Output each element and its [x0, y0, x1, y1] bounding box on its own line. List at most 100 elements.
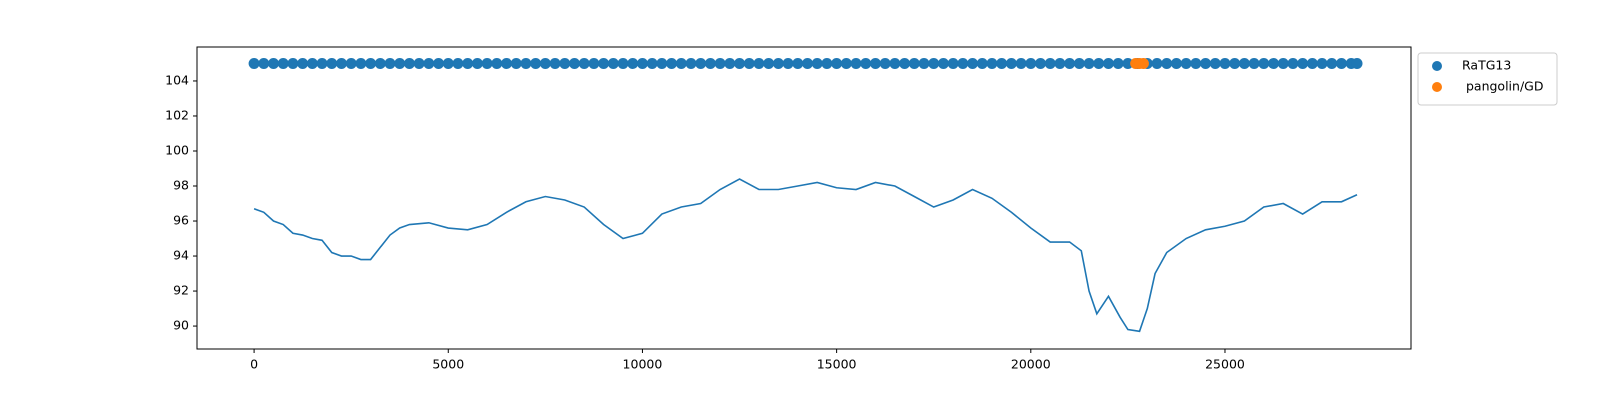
point [947, 57, 959, 69]
legend-label: pangolin/GD [1462, 79, 1543, 94]
y-tick-label: 102 [165, 107, 189, 122]
point [782, 57, 794, 69]
point [287, 57, 299, 69]
point [326, 57, 338, 69]
point [1326, 57, 1338, 69]
point [316, 57, 328, 69]
point [1277, 57, 1289, 69]
point [1035, 57, 1047, 69]
point [306, 57, 318, 69]
point [568, 57, 580, 69]
point [384, 57, 396, 69]
point [578, 57, 590, 69]
point [879, 57, 891, 69]
point [452, 57, 464, 69]
point [636, 57, 648, 69]
point [1064, 57, 1076, 69]
point [1073, 57, 1085, 69]
point [908, 57, 920, 69]
x-tick-label: 25000 [1205, 357, 1245, 372]
point [1137, 57, 1149, 69]
point [345, 57, 357, 69]
point [607, 57, 619, 69]
point [850, 57, 862, 69]
point [549, 57, 561, 69]
point [928, 57, 940, 69]
point [753, 57, 765, 69]
x-tick-label: 0 [250, 357, 258, 372]
point [530, 57, 542, 69]
point [588, 57, 600, 69]
point [481, 57, 493, 69]
y-tick-label: 96 [173, 213, 189, 228]
point [413, 57, 425, 69]
point [1054, 57, 1066, 69]
point [1180, 57, 1192, 69]
point [442, 57, 454, 69]
legend-marker [1432, 82, 1442, 92]
point [821, 57, 833, 69]
point [724, 57, 736, 69]
point [1351, 57, 1363, 69]
point [666, 57, 678, 69]
point [704, 57, 716, 69]
point [889, 57, 901, 69]
point [1190, 57, 1202, 69]
point [772, 57, 784, 69]
y-tick-label: 90 [173, 318, 189, 333]
point [433, 57, 445, 69]
point [869, 57, 881, 69]
point [335, 57, 347, 69]
point [520, 57, 532, 69]
point [1200, 57, 1212, 69]
point [297, 57, 309, 69]
x-tick-label: 15000 [817, 357, 857, 372]
point [1316, 57, 1328, 69]
y-tick-label: 104 [165, 72, 189, 87]
point [1268, 57, 1280, 69]
y-tick-label: 100 [165, 142, 189, 157]
point [1248, 57, 1260, 69]
point [598, 57, 610, 69]
point [986, 57, 998, 69]
point [355, 57, 367, 69]
point [1122, 57, 1134, 69]
point [937, 57, 949, 69]
point [1112, 57, 1124, 69]
point [491, 57, 503, 69]
point [627, 57, 639, 69]
point [539, 57, 551, 69]
point [365, 57, 377, 69]
point [248, 57, 260, 69]
point [1015, 57, 1027, 69]
point [471, 57, 483, 69]
point [1005, 57, 1017, 69]
point [743, 57, 755, 69]
point [831, 57, 843, 69]
legend-label: RaTG13 [1462, 58, 1511, 73]
point [617, 57, 629, 69]
point [1219, 57, 1231, 69]
point [501, 57, 513, 69]
point [685, 57, 697, 69]
point [462, 57, 474, 69]
point [1335, 57, 1347, 69]
legend-box [1417, 52, 1558, 106]
point [510, 57, 522, 69]
point [967, 57, 979, 69]
point [714, 57, 726, 69]
point [394, 57, 406, 69]
point [734, 57, 746, 69]
legend-marker [1432, 61, 1442, 71]
y-tick-label: 92 [173, 283, 189, 298]
line [253, 178, 1358, 333]
y-tick-label: 94 [173, 248, 189, 263]
point [1151, 57, 1163, 69]
point [277, 57, 289, 69]
point [792, 57, 804, 69]
point [374, 57, 386, 69]
plot-frame [196, 46, 1412, 350]
point [1161, 57, 1173, 69]
point [860, 57, 872, 69]
point [918, 57, 930, 69]
